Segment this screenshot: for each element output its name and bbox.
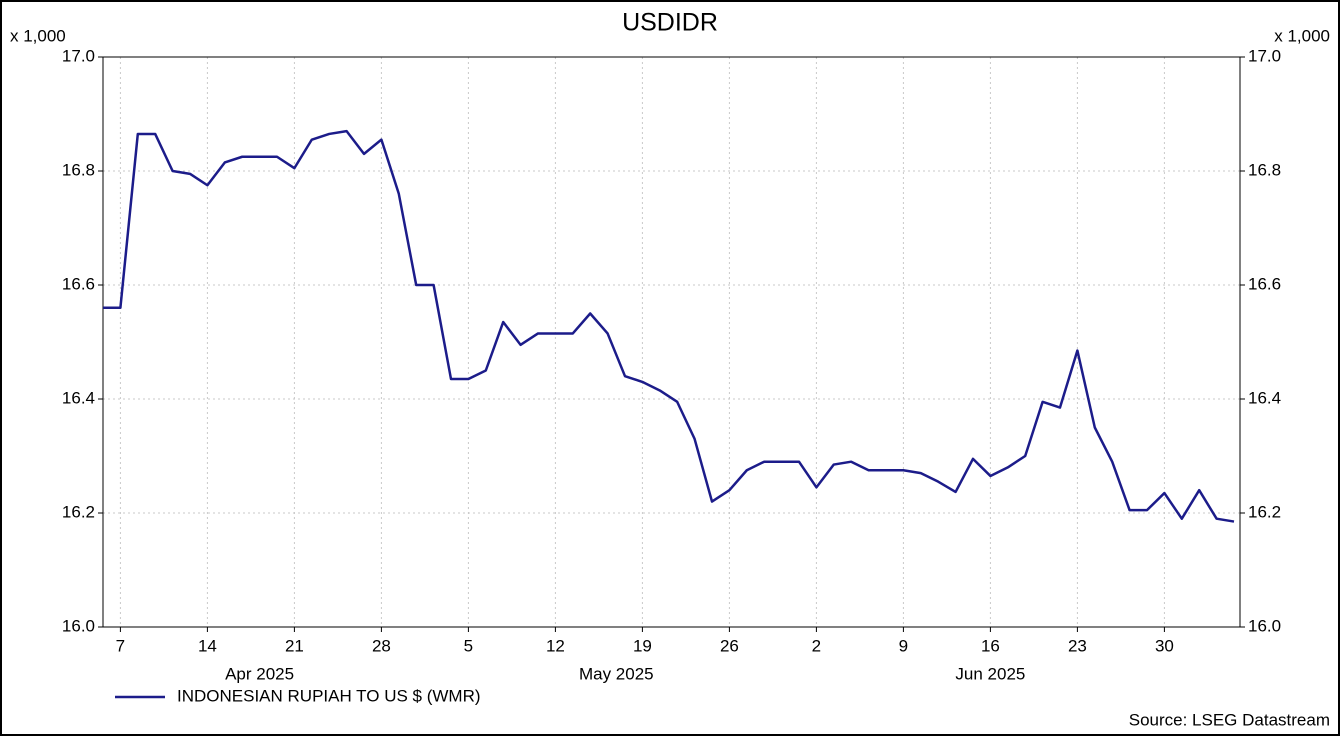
x-tick-label: 30 [1155,636,1174,655]
x-tick-label: 16 [981,636,1000,655]
chart-title: USDIDR [622,9,718,37]
x-tick-label: 12 [546,636,565,655]
y-tick-label: 16.2 [62,502,95,521]
x-tick-label: 23 [1068,636,1087,655]
y-tick-label: 16.8 [62,160,95,179]
y2-tick-label: 16.4 [1248,388,1281,407]
x-month-label: Apr 2025 [225,664,294,683]
x-month-label: May 2025 [579,664,654,683]
plot-frame [102,56,1241,628]
x-tick-label: 26 [720,636,739,655]
source: Source: LSEG Datastream [1129,710,1330,729]
x-tick-label: 9 [899,636,908,655]
y-tick-label: 16.4 [62,388,95,407]
x-month-label: Jun 2025 [955,664,1025,683]
y2-tick-label: 16.8 [1248,160,1281,179]
legend-label: INDONESIAN RUPIAH TO US $ (WMR) [177,686,481,705]
y2-tick-label: 17.0 [1248,46,1281,65]
y-tick-label: 16.6 [62,274,95,293]
y2-tick-label: 16.2 [1248,502,1281,521]
line-series [103,129,1235,523]
x-tick-label: 19 [633,636,652,655]
y-tick-label: 16.0 [62,616,95,635]
y2-tick-label: 16.6 [1248,274,1281,293]
y2-tick-label: 16.0 [1248,616,1281,635]
x-tick-label: 5 [464,636,473,655]
x-tick-label: 14 [198,636,217,655]
y2-unit: x 1,000 [1274,26,1330,45]
x-tick-label: 28 [372,636,391,655]
x-tick-label: 21 [285,636,304,655]
y-unit: x 1,000 [10,26,66,45]
x-tick-label: 7 [116,636,125,655]
y-tick-label: 17.0 [62,46,95,65]
x-tick-label: 2 [812,636,821,655]
